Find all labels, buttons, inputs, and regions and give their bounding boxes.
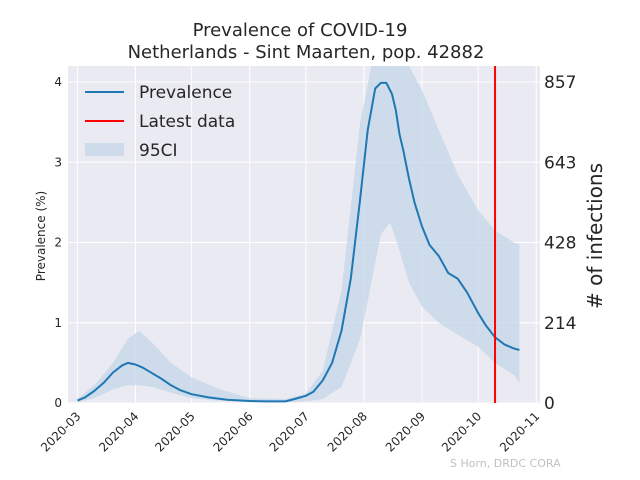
y-right-tick-label: 428: [544, 234, 576, 254]
y-right-tick-label: 0: [544, 394, 555, 414]
ci-band-layer: [77, 66, 520, 403]
x-tick-label: 2020-08: [325, 409, 370, 454]
x-tick-label: 2020-10: [439, 409, 484, 454]
prevalence-line-layer: [77, 81, 520, 403]
y-right-tick-label: 214: [544, 314, 576, 334]
y-tick-label: 1: [54, 316, 62, 330]
y-axis-label-left: Prevalence (%): [34, 191, 48, 281]
y-tick-label: 2: [54, 236, 62, 250]
y-right-tick-label: 857: [544, 73, 576, 93]
y-tick-label: 3: [54, 155, 62, 169]
y-tick-labels-left: 0 1 2 3 4: [54, 75, 62, 410]
x-tick-label: 2020-03: [38, 409, 83, 454]
x-tick-label: 2020-06: [210, 409, 255, 454]
x-tick-labels: 2020-03 2020-04 2020-05 2020-06 2020-07 2020-…: [38, 409, 542, 454]
credit-text: S Horn, DRDC CORA: [450, 457, 561, 470]
ci-band: [77, 66, 520, 403]
x-tick-label: 2020-05: [152, 409, 197, 454]
legend-prevalence-label: Prevalence: [139, 83, 232, 103]
x-tick-label: 2020-09: [383, 409, 428, 454]
legend-latest-label: Latest data: [139, 112, 235, 132]
y-right-tick-label: 643: [544, 153, 576, 173]
y-tick-labels-right: 0 214 428 643 857: [544, 73, 576, 414]
y-tick-label: 0: [54, 396, 62, 410]
chart-subtitle: Netherlands - Sint Maarten, pop. 42882: [128, 42, 485, 63]
x-tick-label: 2020-11: [497, 409, 542, 454]
x-tick-label: 2020-04: [96, 409, 141, 454]
legend-ci-label: 95CI: [139, 141, 178, 161]
prevalence-line: [77, 81, 520, 403]
chart-title: Prevalence of COVID-19: [193, 20, 408, 41]
legend-ci-swatch: [85, 143, 124, 156]
legend: Prevalence Latest data 95CI: [85, 83, 235, 161]
x-tick-label: 2020-07: [267, 409, 312, 454]
y-axis-label-right: # of infections: [583, 163, 607, 309]
y-tick-label: 4: [54, 75, 62, 89]
